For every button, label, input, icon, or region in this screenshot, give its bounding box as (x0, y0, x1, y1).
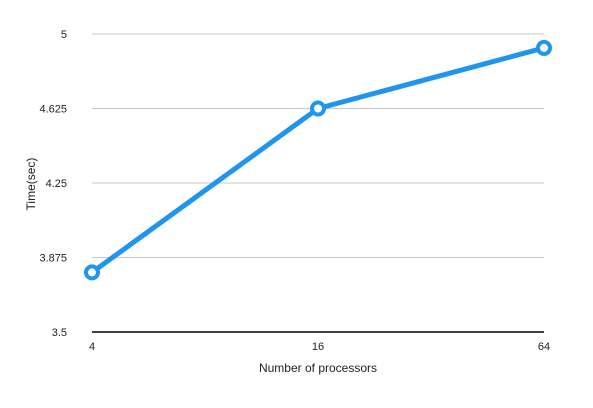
y-tick-label: 3.875 (39, 253, 67, 265)
series-point (310, 100, 326, 117)
series-layer (84, 39, 552, 281)
y-tick-label: 3.5 (52, 327, 67, 339)
series-line (89, 45, 547, 275)
x-tick-label: 4 (89, 341, 95, 353)
series-point (536, 39, 552, 56)
x-tick-label: 16 (312, 341, 324, 353)
y-tick-label: 4.25 (46, 178, 67, 190)
tick-labels: 3.5 3.875 4.25 4.625 5 4 16 64 (39, 29, 550, 353)
y-tick-label: 5 (61, 29, 67, 41)
y-axis-title: Time(sec) (24, 158, 38, 211)
x-tick-label: 64 (538, 341, 550, 353)
series-point (84, 264, 100, 281)
x-axis-title: Number of processors (259, 361, 377, 375)
y-tick-label: 4.625 (39, 104, 67, 116)
